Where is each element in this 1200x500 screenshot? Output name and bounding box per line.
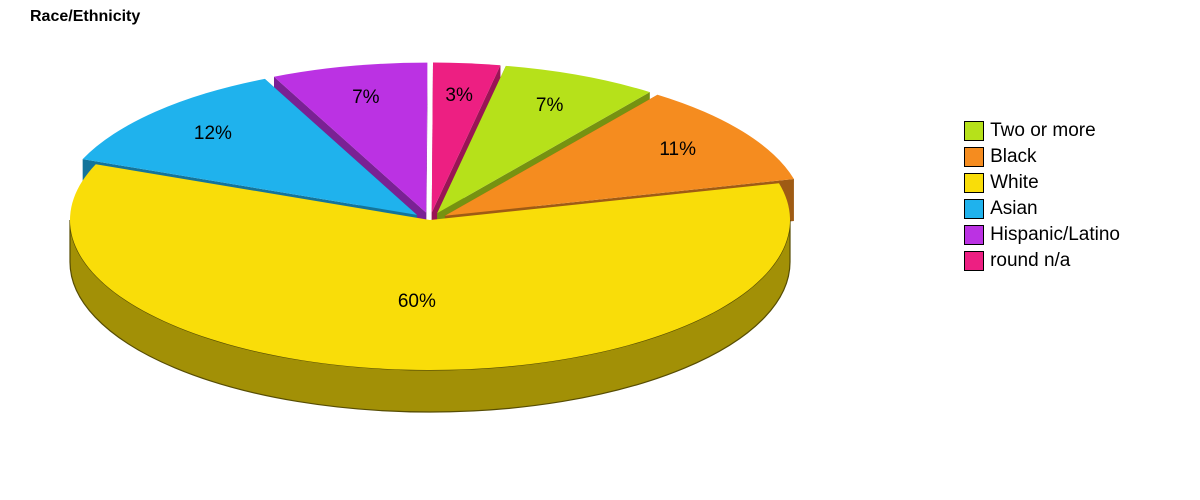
legend-label: Black	[990, 146, 1036, 168]
legend-label: Two or more	[990, 120, 1096, 142]
pct-label-asian: 12%	[194, 123, 232, 145]
legend-swatch	[964, 121, 984, 141]
pct-label-hispanic_latino: 7%	[352, 87, 379, 109]
legend-label: round n/a	[990, 250, 1070, 272]
legend-item-white: White	[964, 172, 1120, 194]
legend-swatch	[964, 225, 984, 245]
pct-label-two_or_more: 7%	[536, 95, 563, 117]
pct-label-round_na: 3%	[445, 85, 472, 107]
legend-label: White	[990, 172, 1039, 194]
legend-swatch	[964, 147, 984, 167]
pct-label-white: 60%	[398, 291, 436, 313]
legend-swatch	[964, 199, 984, 219]
legend-label: Hispanic/Latino	[990, 224, 1120, 246]
legend-swatch	[964, 173, 984, 193]
pct-label-black: 11%	[659, 139, 696, 161]
legend-item-asian: Asian	[964, 198, 1120, 220]
legend-item-two_or_more: Two or more	[964, 120, 1120, 142]
pie-chart: 7% 11% 60% 12% 7% 3%	[40, 20, 820, 480]
legend-item-black: Black	[964, 146, 1120, 168]
legend-item-round_na: round n/a	[964, 250, 1120, 272]
legend: Two or more Black White Asian Hispanic/Latin…	[964, 120, 1120, 276]
legend-label: Asian	[990, 198, 1038, 220]
legend-swatch	[964, 251, 984, 271]
legend-item-hispanic_latino: Hispanic/Latino	[964, 224, 1120, 246]
